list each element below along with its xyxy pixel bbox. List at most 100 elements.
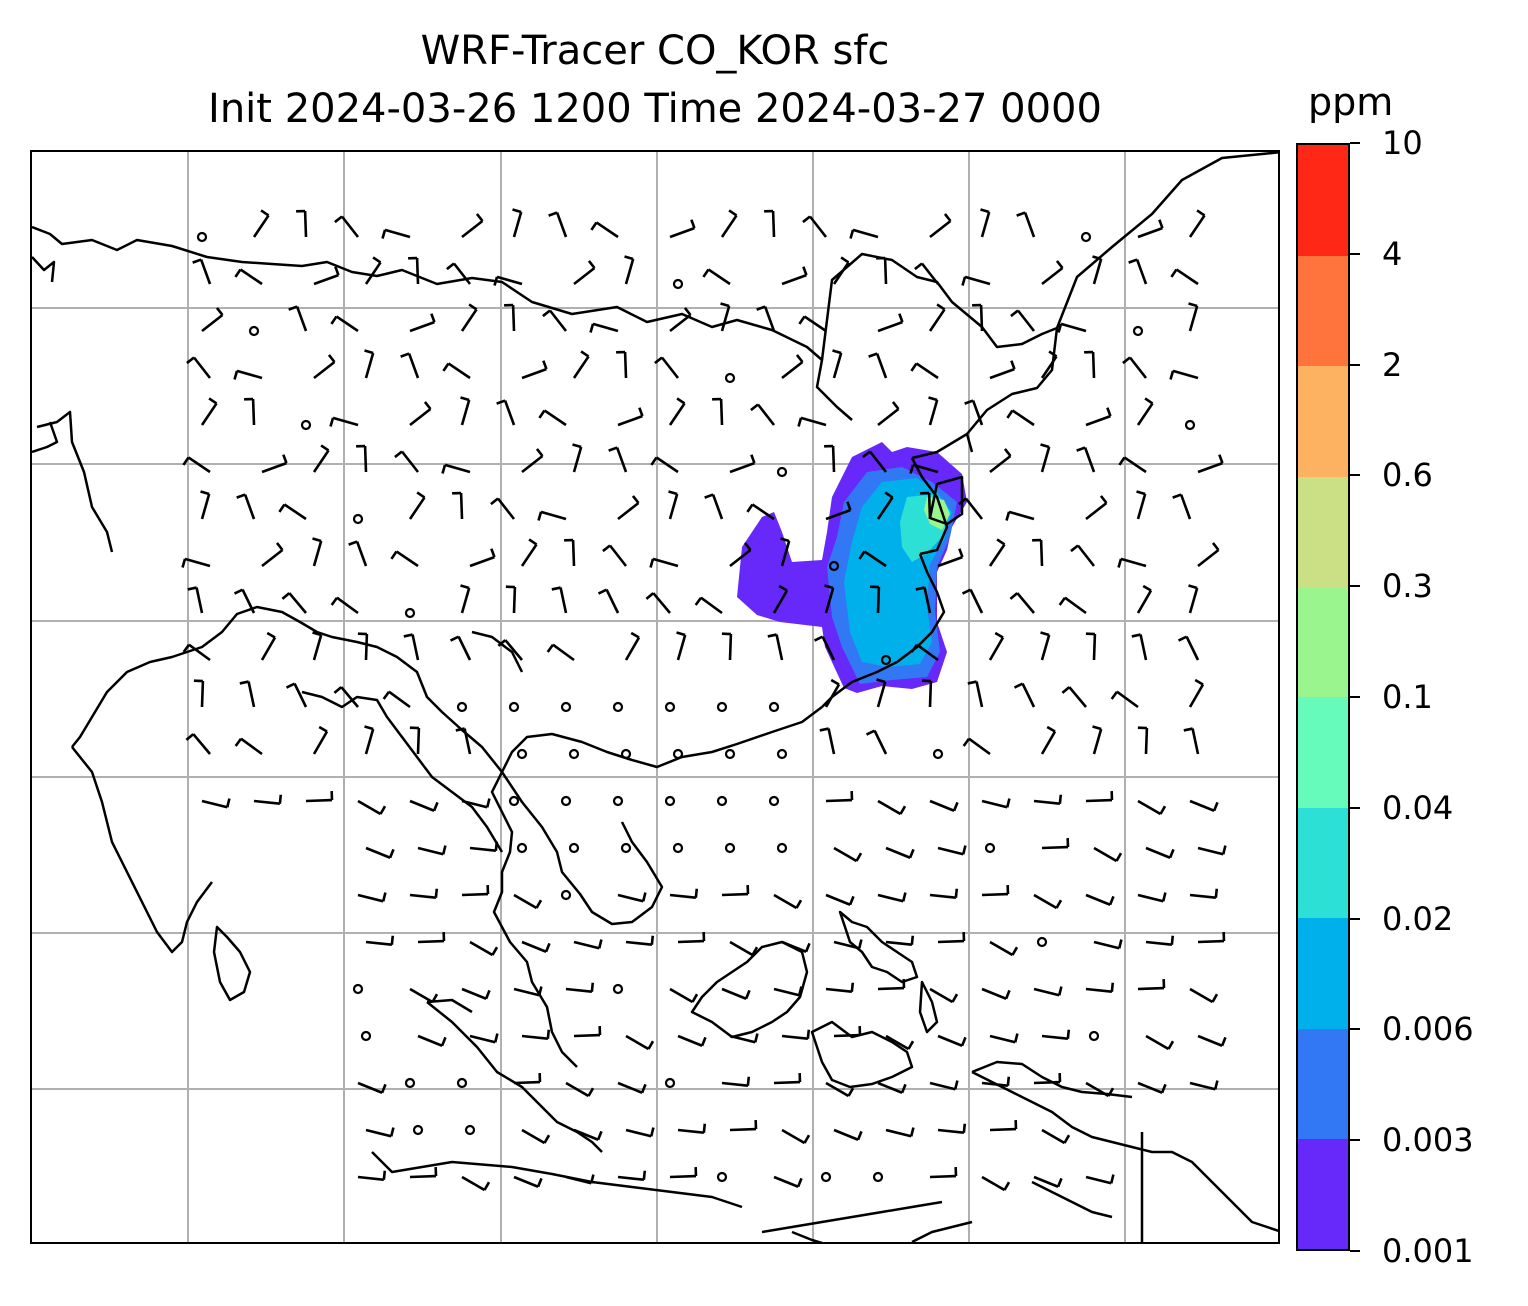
- wind-barb: [590, 221, 619, 239]
- wind-barb: [877, 401, 900, 427]
- wind-barb: [781, 940, 811, 953]
- wind-barb: [929, 1080, 959, 1091]
- calm-wind-circle: [672, 278, 684, 290]
- wind-barb: [885, 935, 915, 947]
- wind-barb: [521, 1029, 551, 1041]
- colorbar-tick-label: 10: [1382, 124, 1423, 162]
- calm-wind-circle: [560, 889, 572, 901]
- wind-barb: [400, 352, 420, 379]
- calm-wind-circle: [776, 466, 788, 478]
- wind-barb: [989, 1033, 1019, 1044]
- wind-barb: [813, 635, 836, 661]
- calm-wind-circle: [516, 748, 528, 760]
- calm-wind-circle: [620, 748, 632, 760]
- wind-barb: [572, 350, 590, 379]
- colorbar-tick-label: 2: [1382, 345, 1403, 384]
- wind-barb: [764, 209, 776, 238]
- calm-wind-circle: [568, 842, 580, 854]
- wind-barb: [449, 635, 472, 661]
- wind-barb: [186, 356, 212, 379]
- wind-barb: [767, 633, 784, 661]
- wind-barb: [1136, 397, 1154, 426]
- wind-barb: [1058, 596, 1087, 615]
- wind-barb: [233, 588, 256, 614]
- wind-barb: [234, 268, 263, 286]
- wind-barb: [1117, 557, 1147, 568]
- calm-wind-circle: [1088, 1030, 1100, 1042]
- wind-barb: [1076, 446, 1096, 473]
- wind-barb: [1041, 1029, 1071, 1041]
- wind-barb: [573, 939, 603, 950]
- wind-barb: [513, 893, 543, 910]
- wind-barb: [409, 799, 439, 812]
- wind-barb: [885, 1034, 915, 1051]
- wind-barb: [1041, 260, 1064, 286]
- calm-wind-circle: [776, 748, 788, 760]
- wind-barb: [928, 303, 946, 332]
- wind-barb: [365, 1127, 395, 1138]
- wind-barb: [625, 1127, 655, 1138]
- wind-barb: [937, 1034, 967, 1047]
- wind-barb: [712, 397, 724, 426]
- calm-wind-circle: [664, 701, 676, 713]
- wind-barb: [773, 986, 803, 997]
- wind-barb: [1145, 846, 1175, 859]
- calm-wind-circle: [612, 701, 624, 713]
- wind-barb: [538, 409, 567, 427]
- wind-barb: [962, 737, 991, 756]
- wind-barb: [677, 1123, 707, 1135]
- wind-barb: [239, 680, 256, 708]
- wind-barb: [330, 596, 359, 615]
- wind-barb: [928, 396, 939, 426]
- wind-barb: [441, 463, 471, 474]
- wind-barb: [551, 586, 568, 614]
- wind-barb: [981, 885, 1010, 897]
- wind-barb: [669, 1167, 698, 1179]
- wind-barb: [781, 1128, 811, 1145]
- wind-barb: [1016, 211, 1036, 238]
- wind-barb: [669, 888, 699, 900]
- wind-barb: [187, 586, 204, 614]
- wind-barb: [253, 794, 283, 806]
- wind-barb: [1061, 686, 1087, 708]
- wind-barb: [989, 1120, 1018, 1132]
- wind-barb: [1170, 268, 1199, 286]
- wind-barb: [865, 729, 888, 755]
- wind-barb: [417, 1034, 447, 1047]
- colorbar-tick-label: 0.003: [1382, 1121, 1474, 1160]
- wind-barb: [833, 939, 863, 950]
- wind-barb: [625, 935, 655, 947]
- gridlines: [32, 152, 1278, 1242]
- wind-barb: [1183, 727, 1200, 755]
- wind-barb: [329, 416, 359, 427]
- wind-barb: [1009, 592, 1035, 614]
- wind-barb: [721, 632, 733, 661]
- wind-barb: [649, 557, 679, 568]
- wind-barb: [409, 888, 439, 900]
- wind-barb: [252, 209, 270, 238]
- wind-barb: [334, 215, 360, 238]
- wind-barb: [496, 399, 516, 426]
- wind-barb: [702, 268, 731, 286]
- wind-barb: [825, 791, 854, 803]
- wind-barb: [616, 350, 628, 379]
- wind-barb: [1189, 1080, 1219, 1091]
- calm-wind-circle: [768, 701, 780, 713]
- wind-barb: [1136, 490, 1147, 520]
- colorbar-segment: [1298, 476, 1348, 588]
- wind-barb: [824, 584, 835, 614]
- wind-barb: [669, 307, 692, 333]
- wind-barb: [364, 256, 382, 285]
- wind-barb: [1006, 409, 1035, 427]
- map-canvas: [32, 152, 1278, 1242]
- wind-barb: [348, 540, 368, 567]
- wind-barb: [1137, 219, 1164, 239]
- wind-barb: [617, 1081, 647, 1094]
- wind-barb: [645, 592, 671, 614]
- wind-barb: [773, 1175, 803, 1188]
- wind-barb: [1085, 1174, 1115, 1185]
- colorbar-tick: [1350, 363, 1360, 366]
- calm-wind-circle: [464, 1124, 476, 1136]
- colorbar-tick: [1350, 585, 1360, 588]
- wind-barb: [185, 733, 211, 755]
